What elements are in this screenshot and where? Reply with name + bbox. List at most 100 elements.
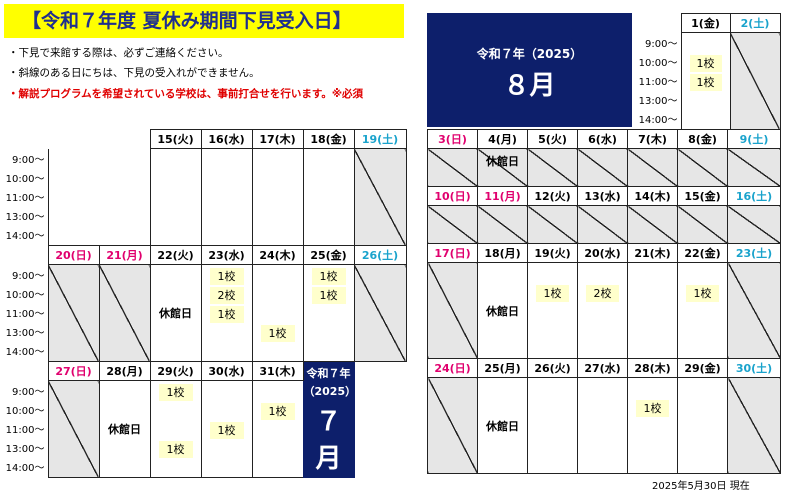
day-header: 10(日) bbox=[427, 186, 478, 206]
day-cell: 1校 bbox=[627, 377, 678, 474]
page-title: 【令和７年度 夏休み期間下見受入日】 bbox=[4, 4, 404, 38]
day-cell bbox=[729, 32, 781, 130]
day-header: 17(日) bbox=[427, 243, 478, 263]
booking-slot: 1校 bbox=[686, 285, 719, 302]
day-cell bbox=[627, 205, 678, 244]
day-header: 27(水) bbox=[577, 358, 628, 378]
time-label: 10:00〜 bbox=[5, 173, 45, 185]
time-label: 10:00〜 bbox=[5, 405, 45, 417]
day-cell: 1校 1校 bbox=[302, 264, 355, 362]
day-header: 31(木) bbox=[251, 361, 304, 381]
august-era: 令和７年（2025） bbox=[476, 47, 583, 61]
day-header: 30(水) bbox=[200, 361, 253, 381]
time-label: 10:00〜 bbox=[5, 289, 45, 301]
time-label: 13:00〜 bbox=[5, 211, 45, 223]
day-header: 16(土) bbox=[727, 186, 781, 206]
day-cell: 休館日 bbox=[477, 262, 528, 359]
week-header-row: 15(火) 16(水) 17(木) 18(金) 19(土) bbox=[4, 129, 407, 149]
time-labels: 9:00〜 10:00〜 11:00〜 13:00〜 14:00〜 bbox=[632, 32, 682, 130]
day-cell bbox=[98, 264, 151, 362]
day-cell bbox=[251, 148, 304, 246]
day-header: 20(日) bbox=[47, 245, 100, 265]
day-header: 30(土) bbox=[727, 358, 781, 378]
time-label: 9:00〜 bbox=[12, 154, 45, 166]
time-label: 9:00〜 bbox=[12, 270, 45, 282]
day-header: 19(火) bbox=[527, 243, 578, 263]
day-cell bbox=[353, 148, 407, 246]
day-cell bbox=[677, 377, 728, 474]
booking-slot: 1校 bbox=[636, 400, 669, 417]
day-header: 28(木) bbox=[627, 358, 678, 378]
day-cell: 1校 bbox=[200, 380, 253, 478]
day-header: 25(月) bbox=[477, 358, 528, 378]
booking-slot: 1校 bbox=[158, 441, 193, 458]
time-label: 14:00〜 bbox=[5, 346, 45, 358]
week-body-row: 休館日 1校 bbox=[427, 377, 781, 474]
day-cell bbox=[627, 262, 678, 359]
booking-slot: 1校 bbox=[689, 74, 722, 91]
note-program: ・解説プログラムを希望されている学校は、事前打合せを行います。※必須 bbox=[8, 88, 364, 100]
day-header: 29(火) bbox=[149, 361, 202, 381]
day-cell: 2校 bbox=[577, 262, 628, 359]
time-label: 14:00〜 bbox=[5, 230, 45, 242]
time-label: 13:00〜 bbox=[5, 443, 45, 455]
time-label: 11:00〜 bbox=[5, 308, 45, 320]
day-header: 2(土) bbox=[729, 13, 781, 33]
day-header: 11(月) bbox=[477, 186, 528, 206]
booking-slot: 1校 bbox=[536, 285, 569, 302]
august-top-days: 1(金) 2(土) 9:00〜 10:00〜 11:00〜 13:00〜 14:00〜 1校 1… bbox=[632, 13, 781, 130]
day-header: 5(火) bbox=[527, 129, 578, 149]
booking-slot: 1校 bbox=[158, 384, 193, 401]
booking-slot: 1校 bbox=[689, 55, 722, 72]
day-header: 20(水) bbox=[577, 243, 628, 263]
day-header: 28(月) bbox=[98, 361, 151, 381]
note-hatched: ・斜線のある日にちは、下見の受入れができません。 bbox=[8, 67, 260, 79]
booking-slot: 1校 bbox=[260, 403, 295, 420]
time-labels: 9:00〜 10:00〜 11:00〜 13:00〜 14:00〜 bbox=[4, 148, 49, 246]
week-body-row: 9:00〜 10:00〜 11:00〜 13:00〜 14:00〜 bbox=[4, 148, 407, 246]
day-header: 22(金) bbox=[677, 243, 728, 263]
day-header: 25(金) bbox=[302, 245, 355, 265]
day-cell bbox=[527, 205, 578, 244]
booking-slot: 1校 bbox=[260, 325, 295, 342]
day-cell bbox=[427, 205, 478, 244]
week-body-row: 休館日 bbox=[427, 148, 781, 187]
week-body-row: 休館日 1校 2校 1校 bbox=[427, 262, 781, 359]
time-label: 13:00〜 bbox=[638, 95, 678, 107]
closed-day-label: 休館日 bbox=[159, 307, 192, 320]
time-label: 11:00〜 bbox=[5, 192, 45, 204]
august-calendar: 3(日) 4(月) 5(火) 6(水) 7(木) 8(金) 9(土) 休館日 10(日) 11(月… bbox=[427, 129, 781, 474]
day-header: 15(金) bbox=[677, 186, 728, 206]
day-cell: 休館日 bbox=[98, 380, 151, 478]
booking-slot: 2校 bbox=[586, 285, 619, 302]
day-cell bbox=[677, 148, 728, 187]
day-header: 6(水) bbox=[577, 129, 628, 149]
day-cell bbox=[353, 264, 407, 362]
day-cell: 1校 1校 bbox=[680, 32, 731, 130]
day-cell bbox=[427, 377, 478, 474]
day-header: 9(土) bbox=[727, 129, 781, 149]
day-header: 26(火) bbox=[527, 358, 578, 378]
july-year: （2025） bbox=[303, 384, 354, 398]
day-header: 21(月) bbox=[98, 245, 151, 265]
day-header: 24(木) bbox=[251, 245, 304, 265]
day-header: 8(金) bbox=[677, 129, 728, 149]
day-cell: 1校 bbox=[251, 264, 304, 362]
note-contact: ・下見で来館する際は、必ずご連絡ください。 bbox=[8, 47, 229, 59]
time-labels: 9:00〜 10:00〜 11:00〜 13:00〜 14:00〜 bbox=[4, 380, 49, 478]
day-cell bbox=[527, 377, 578, 474]
day-header: 23(水) bbox=[200, 245, 253, 265]
day-header: 24(日) bbox=[427, 358, 478, 378]
booking-slot: 2校 bbox=[209, 287, 244, 304]
closed-day-label: 休館日 bbox=[108, 423, 141, 436]
july-era: 令和７年 bbox=[306, 366, 351, 380]
time-label: 14:00〜 bbox=[5, 462, 45, 474]
day-header: 12(火) bbox=[527, 186, 578, 206]
day-cell bbox=[677, 205, 728, 244]
day-header: 1(金) bbox=[680, 13, 731, 33]
time-label: 9:00〜 bbox=[645, 38, 678, 50]
day-cell bbox=[527, 148, 578, 187]
day-header: 16(水) bbox=[200, 129, 253, 149]
booking-slot: 1校 bbox=[209, 268, 244, 285]
day-header: 7(木) bbox=[627, 129, 678, 149]
